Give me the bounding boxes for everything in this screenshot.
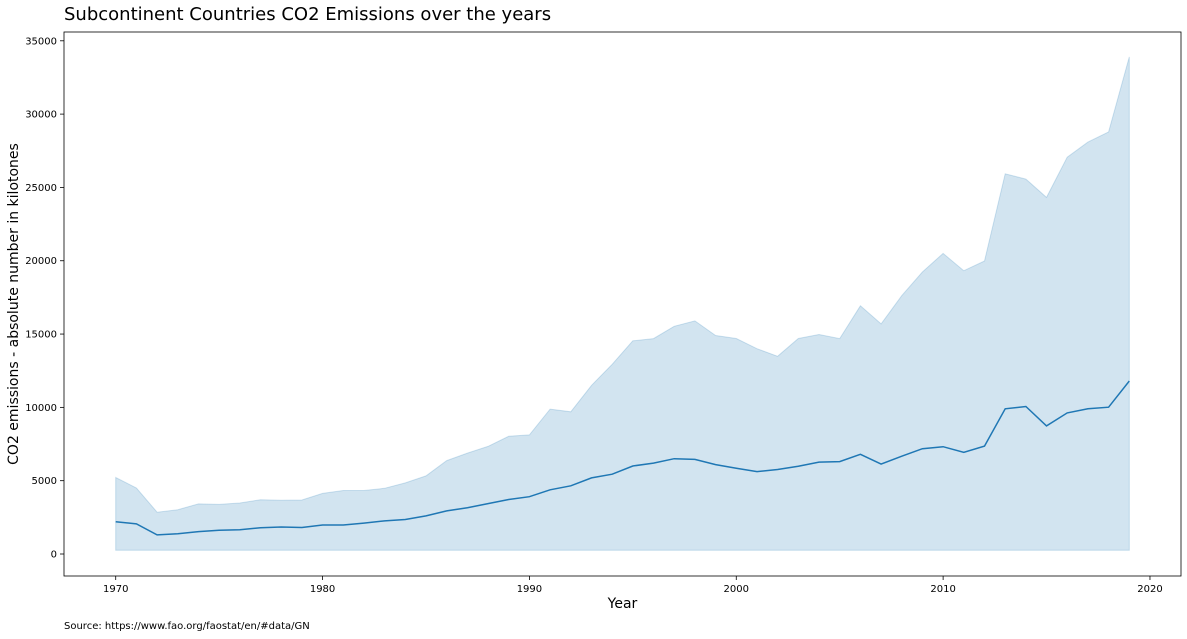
- x-tick-label: 2020: [1137, 584, 1162, 595]
- y-tick-label: 5000: [32, 476, 57, 487]
- y-tick-label: 20000: [25, 256, 57, 267]
- x-axis-ticks: 1970 1980 1990 2000 2010 2020: [103, 576, 1163, 595]
- x-tick-label: 1990: [517, 584, 542, 595]
- y-tick-label: 15000: [25, 330, 57, 341]
- x-tick-label: 2000: [724, 584, 749, 595]
- x-axis-label: Year: [607, 596, 638, 612]
- x-tick-label: 2010: [930, 584, 955, 595]
- x-tick-label: 1970: [103, 584, 128, 595]
- source-note: Source: https://www.fao.org/faostat/en/#…: [64, 621, 310, 632]
- chart-title: Subcontinent Countries CO2 Emissions ove…: [64, 4, 552, 25]
- confidence-band: [115, 56, 1130, 551]
- confidence-band-layer: [115, 56, 1130, 551]
- plot-frame: [63, 31, 1182, 577]
- y-axis-label: CO2 emissions - absolute number in kilot…: [6, 143, 22, 465]
- y-axis-ticks: 0 5000 10000 15000 20000 25000 30000 35000: [25, 36, 64, 561]
- mean-line: [115, 380, 1130, 536]
- y-tick-label: 25000: [25, 183, 57, 194]
- series-line-layer: [115, 380, 1130, 536]
- y-tick-label: 0: [51, 550, 57, 561]
- x-tick-label: 1980: [310, 584, 335, 595]
- y-tick-label: 30000: [25, 110, 57, 121]
- y-tick-label: 10000: [25, 403, 57, 414]
- y-tick-label: 35000: [25, 36, 57, 47]
